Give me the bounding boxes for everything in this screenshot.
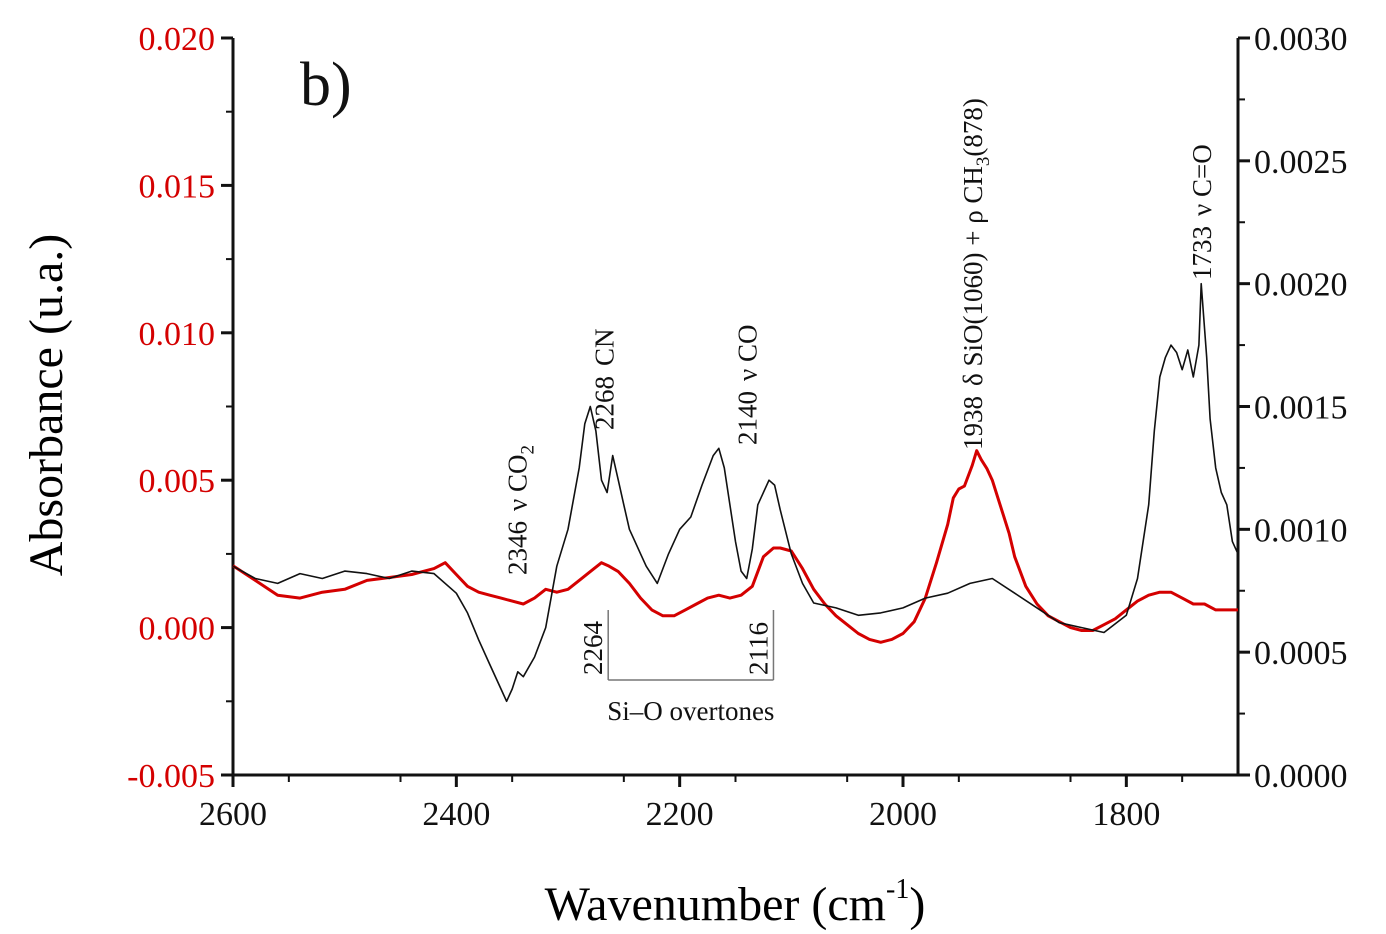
peak-assignment-subscript: 2 [518, 445, 539, 455]
x-tick-label: 2400 [422, 796, 490, 833]
peak-assignment-subscript: 3 [973, 157, 994, 167]
peak-annotation-text: 2346 ν CO2 [503, 445, 539, 575]
peak-annotation-text: 2268 CN [590, 328, 620, 430]
peak-wavenumber: 2140 [733, 391, 763, 445]
x-tick-label: 2600 [199, 796, 267, 833]
y-left-tick-label: 0.005 [139, 463, 216, 500]
y-right-tick-label: 0.0020 [1254, 267, 1348, 304]
series-line-red [233, 451, 1238, 643]
peak-annotation-text: 1733 ν C=O [1187, 144, 1217, 280]
peak-annotation-text: 1938 δ SiO(1060) + ρ CH3(878) [958, 98, 994, 450]
y-right-tick-label: 0.0015 [1254, 390, 1348, 427]
peak-wavenumber: 2346 [503, 521, 533, 575]
y-right-tick-label: 0.0010 [1254, 512, 1348, 549]
bracket-start-label: 2264 [578, 621, 608, 676]
peak-annotation: 1938 δ SiO(1060) + ρ CH3(878) [958, 98, 994, 450]
x-tick-label: 1800 [1092, 796, 1160, 833]
si-o-overtones-bracket: 2264 2116 Si–O overtones [578, 610, 774, 726]
peak-assignment-tail: (878) [958, 98, 988, 156]
x-axis-title-close: ) [909, 878, 925, 931]
y-right-tick-label: 0.0030 [1254, 21, 1348, 58]
bracket-end-label: 2116 [743, 622, 773, 675]
peak-annotation-text: 2140 ν CO [733, 325, 763, 445]
bracket-caption: Si–O overtones [607, 696, 774, 726]
y-left-tick-label: 0.000 [139, 611, 216, 648]
peak-assignment: ν C=O [1187, 144, 1217, 216]
peak-assignment: ν CO [503, 455, 533, 511]
peak-annotation: 2268 CN [590, 328, 620, 430]
peak-assignment: CN [590, 328, 620, 366]
peak-wavenumber: 2268 [590, 376, 620, 430]
y-left-tick-label: -0.005 [127, 758, 215, 795]
peak-wavenumber: 1938 [958, 396, 988, 450]
peak-annotation: 2140 ν CO [733, 325, 763, 445]
y-right-tick-label: 0.0000 [1254, 758, 1348, 795]
panel-label: b) [300, 51, 352, 119]
x-axis-title: Wavenumber (cm-1) [545, 874, 926, 931]
y-axis-left: -0.005 0.000 0.005 0.010 0.015 0.020 [127, 21, 233, 795]
x-tick-label: 2000 [869, 796, 937, 833]
x-axis: 2600 2400 2200 2000 1800 [199, 775, 1182, 833]
peak-wavenumber: 1733 [1187, 226, 1217, 280]
peak-annotation: 2346 ν CO2 [503, 445, 539, 575]
y-axis-left-title: Absorbance (u.a.) [20, 234, 73, 577]
y-right-tick-label: 0.0025 [1254, 144, 1348, 181]
y-left-tick-label: 0.020 [139, 21, 216, 58]
x-axis-title-sup: -1 [886, 874, 909, 905]
y-left-tick-label: 0.015 [139, 168, 216, 205]
y-right-tick-label: 0.0005 [1254, 635, 1348, 672]
peak-assignment: δ SiO(1060) + ρ CH [958, 166, 988, 386]
y-axis-right: 0.0000 0.0005 0.0010 0.0015 0.0020 0.0025 0.00… [1238, 21, 1348, 795]
x-axis-title-main: Wavenumber (cm [545, 878, 886, 931]
y-left-tick-label: 0.010 [139, 316, 216, 353]
peak-annotation: 1733 ν C=O [1187, 144, 1217, 280]
peak-assignment: ν CO [733, 325, 763, 381]
x-tick-label: 2200 [646, 796, 714, 833]
